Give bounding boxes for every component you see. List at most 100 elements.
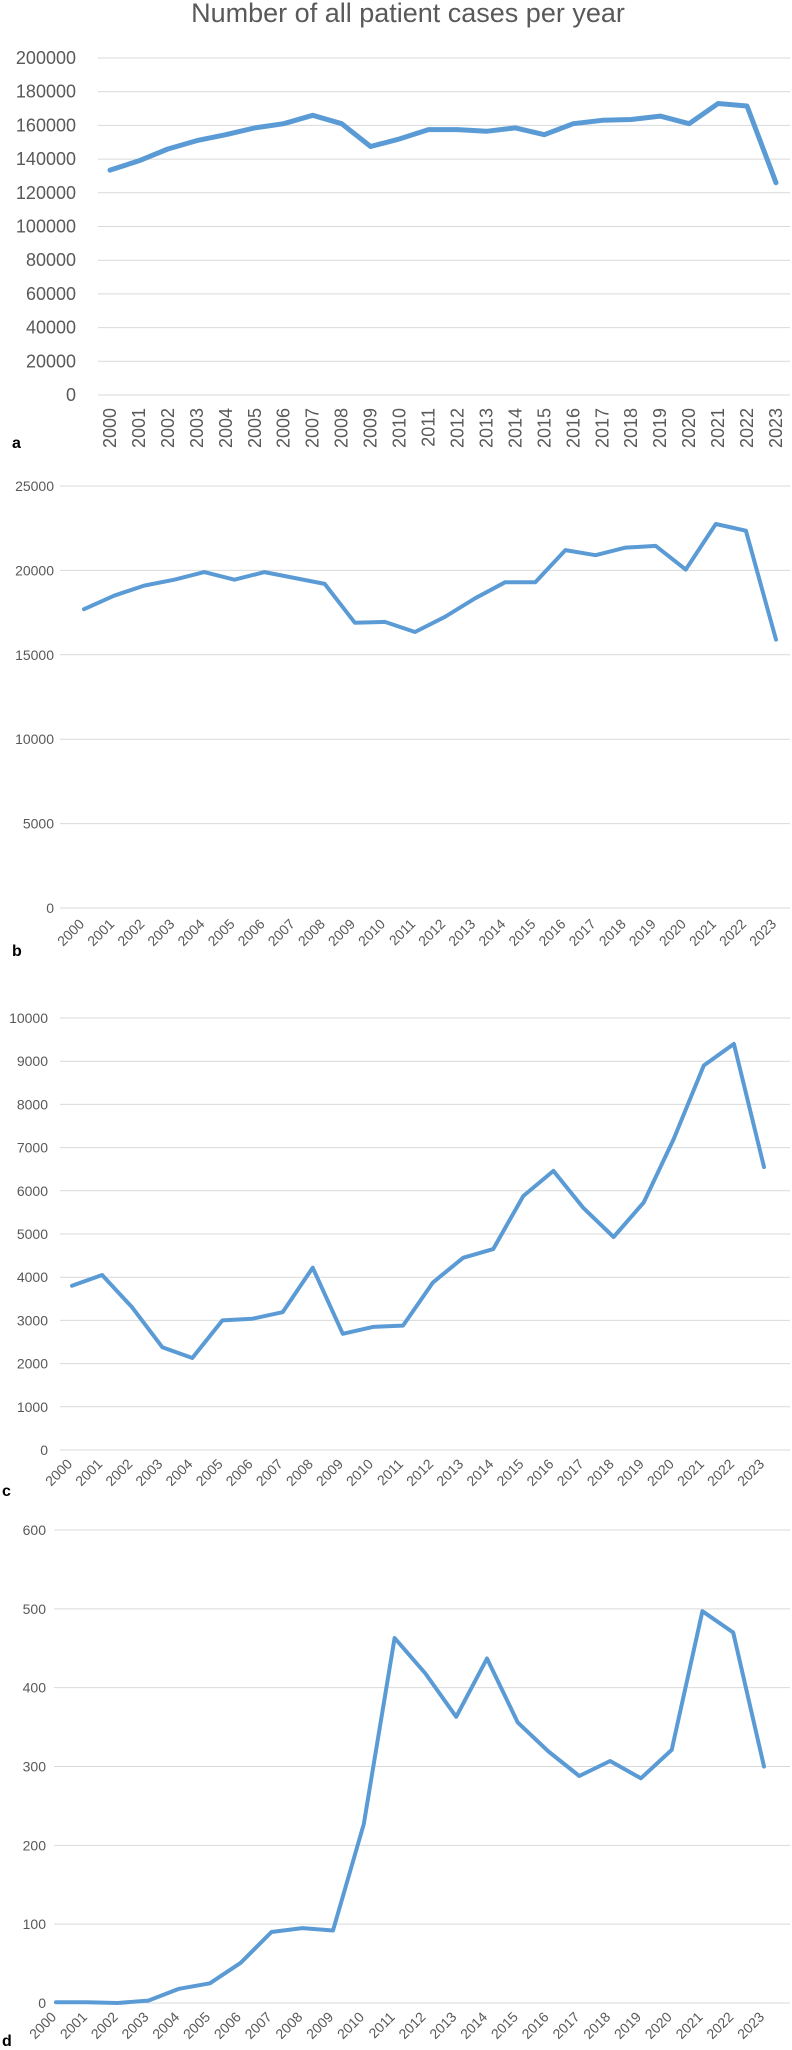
- x-tick-label: 2010: [355, 915, 388, 948]
- y-tick-label: 10000: [15, 731, 54, 747]
- x-tick-label: 2009: [303, 2008, 336, 2041]
- x-tick-label: 2017: [592, 408, 612, 448]
- x-tick-label: 2014: [457, 2008, 490, 2041]
- y-tick-label: 180000: [16, 82, 76, 102]
- x-tick-label: 2018: [596, 915, 629, 948]
- x-tick-label: 2011: [374, 1455, 407, 1488]
- x-tick-label: 2002: [88, 2008, 121, 2041]
- x-tick-label: 2007: [303, 408, 323, 448]
- y-tick-label: 1000: [17, 1399, 48, 1415]
- x-tick-label: 2004: [216, 408, 236, 448]
- y-tick-label: 80000: [26, 250, 76, 270]
- x-tick-label: 2022: [703, 2008, 736, 2041]
- y-tick-label: 3000: [17, 1312, 48, 1328]
- panel-letter: d: [2, 2033, 12, 2050]
- x-tick-label: 2012: [403, 1455, 436, 1488]
- x-tick-label: 2003: [144, 915, 177, 948]
- x-tick-label: 2018: [580, 2008, 613, 2041]
- x-tick-label: 2017: [565, 915, 598, 948]
- y-tick-label: 200: [23, 1837, 47, 1853]
- x-tick-label: 2015: [505, 915, 538, 948]
- x-tick-label: 2017: [549, 2008, 582, 2041]
- x-tick-label: 2014: [505, 408, 525, 448]
- x-tick-label: 2021: [686, 915, 719, 948]
- x-tick-label: 2009: [361, 408, 381, 448]
- y-tick-label: 20000: [26, 351, 76, 371]
- y-tick-label: 0: [66, 385, 76, 405]
- y-tick-label: 4000: [17, 1269, 48, 1285]
- y-tick-label: 10000: [9, 1010, 48, 1026]
- x-tick-label: 2021: [708, 408, 728, 448]
- y-tick-label: 25000: [15, 478, 54, 494]
- x-tick-label: 2023: [766, 408, 786, 448]
- x-tick-label: 2008: [283, 1455, 316, 1488]
- x-tick-label: 2016: [563, 408, 583, 448]
- y-tick-label: 40000: [26, 318, 76, 338]
- x-tick-label: 2006: [274, 408, 294, 448]
- x-tick-label: 2016: [535, 915, 568, 948]
- x-tick-label: 2005: [245, 408, 265, 448]
- x-tick-label: 2015: [493, 1455, 526, 1488]
- series-line: [54, 1609, 766, 2005]
- y-tick-label: 20000: [15, 562, 54, 578]
- x-tick-label: 2018: [584, 1455, 617, 1488]
- x-tick-label: 2006: [234, 915, 267, 948]
- x-tick-label: 2006: [211, 2008, 244, 2041]
- x-tick-label: 2001: [129, 408, 149, 448]
- x-tick-label: 2010: [334, 2008, 367, 2041]
- x-tick-label: 2023: [734, 1455, 767, 1488]
- x-tick-label: 2012: [415, 915, 448, 948]
- x-tick-label: 2013: [476, 408, 496, 448]
- x-tick-label: 2021: [672, 2008, 705, 2041]
- x-tick-label: 2020: [679, 408, 699, 448]
- x-tick-label: 2006: [222, 1455, 255, 1488]
- x-tick-label: 2022: [716, 915, 749, 948]
- y-tick-label: 2000: [17, 1356, 48, 1372]
- y-tick-label: 500: [23, 1601, 47, 1617]
- panel-letter: c: [2, 1483, 11, 1500]
- y-tick-label: 600: [23, 1522, 47, 1538]
- x-tick-label: 2014: [463, 1455, 496, 1488]
- y-tick-label: 0: [38, 1995, 46, 2011]
- x-tick-label: 2020: [656, 915, 689, 948]
- x-tick-label: 2007: [253, 1455, 286, 1488]
- x-tick-label: 2003: [187, 408, 207, 448]
- y-tick-label: 5000: [23, 816, 54, 832]
- x-tick-label: 2004: [174, 915, 207, 948]
- x-tick-label: 2000: [100, 408, 120, 448]
- y-tick-label: 100000: [16, 217, 76, 237]
- x-tick-label: 2008: [332, 408, 352, 448]
- x-tick-label: 2014: [475, 915, 508, 948]
- y-tick-label: 9000: [17, 1053, 48, 1069]
- x-tick-label: 2013: [445, 915, 478, 948]
- x-tick-label: 2012: [447, 408, 467, 448]
- x-tick-label: 2000: [42, 1455, 75, 1488]
- y-tick-label: 120000: [16, 183, 76, 203]
- y-tick-label: 400: [23, 1680, 47, 1696]
- x-tick-label: 2009: [313, 1455, 346, 1488]
- y-tick-label: 8000: [17, 1096, 48, 1112]
- x-tick-label: 2009: [325, 915, 358, 948]
- x-tick-label: 2023: [746, 915, 779, 948]
- x-tick-label: 2015: [534, 408, 554, 448]
- y-tick-label: 200000: [16, 48, 76, 68]
- x-tick-label: 2000: [26, 2008, 59, 2041]
- x-tick-label: 2002: [114, 915, 147, 948]
- x-tick-label: 2013: [433, 1455, 466, 1488]
- x-tick-label: 2019: [614, 1455, 647, 1488]
- x-tick-label: 2004: [149, 2008, 182, 2041]
- x-tick-label: 2017: [553, 1455, 586, 1488]
- x-tick-label: 2012: [395, 2008, 428, 2041]
- x-tick-label: 2013: [426, 2008, 459, 2041]
- y-tick-label: 0: [40, 1442, 48, 1458]
- x-tick-label: 2005: [192, 1455, 225, 1488]
- x-tick-label: 2015: [488, 2008, 521, 2041]
- y-tick-label: 5000: [17, 1226, 48, 1242]
- x-tick-label: 2007: [265, 915, 298, 948]
- x-tick-label: 2016: [523, 1455, 556, 1488]
- x-tick-label: 2021: [674, 1455, 707, 1488]
- series-line: [82, 522, 778, 642]
- x-tick-label: 2003: [118, 2008, 151, 2041]
- y-tick-label: 160000: [16, 115, 76, 135]
